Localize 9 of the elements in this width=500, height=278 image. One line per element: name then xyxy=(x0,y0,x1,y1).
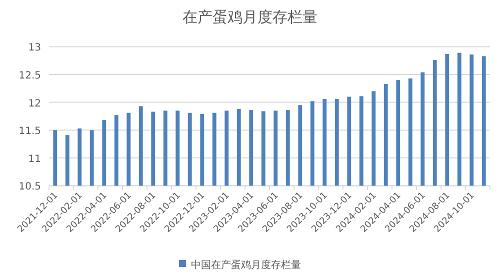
legend: 中国在产蛋鸡月度存栏量 xyxy=(179,260,301,271)
legend-label: 中国在产蛋鸡月度存栏量 xyxy=(191,259,301,271)
y-tick-label: 13 xyxy=(28,42,41,54)
y-tick-label: 12.5 xyxy=(18,70,41,82)
y-tick-label: 10.5 xyxy=(18,182,41,193)
y-tick-label: 11.5 xyxy=(18,126,41,138)
y-tick-label: 12 xyxy=(28,98,41,110)
y-tick-label: 11 xyxy=(28,154,41,165)
chart-title: 在产蛋鸡月度存栏量 xyxy=(182,8,318,26)
